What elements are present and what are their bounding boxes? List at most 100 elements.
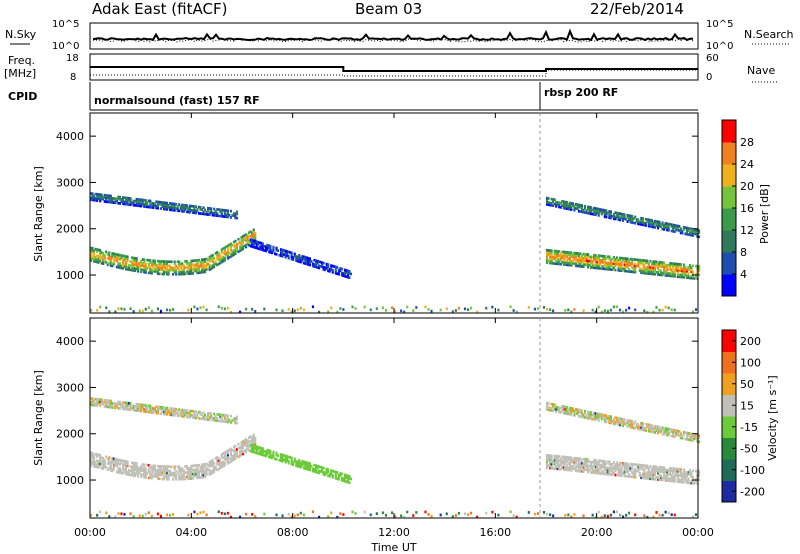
power-cell [609, 214, 612, 218]
velocity-cell [363, 510, 366, 514]
power-cell [132, 264, 135, 268]
velocity-cell [90, 464, 93, 467]
velocity-cell [611, 469, 614, 472]
velocity-cell [131, 469, 134, 473]
power-cell [187, 264, 190, 267]
power-cell [252, 236, 255, 240]
velocity-cell [670, 479, 673, 483]
velocity-heatmap [90, 397, 701, 519]
power-cell [606, 263, 609, 267]
velocity-cell [304, 463, 307, 466]
velocity-cell [131, 473, 134, 477]
velocity-cell [550, 409, 553, 412]
velocity-cell [599, 467, 602, 471]
velocity-cell [685, 435, 688, 439]
velocity-cell [582, 415, 585, 419]
velocity-cell [562, 459, 565, 463]
power-cell [579, 203, 582, 207]
power-cell [200, 208, 204, 211]
velocity-cell [187, 466, 190, 470]
velocity-cell [153, 475, 156, 478]
velocity-cell [568, 412, 571, 416]
velocity-cell [552, 460, 555, 464]
velocity-cell [112, 459, 115, 463]
velocity-cell [591, 469, 594, 472]
power-cell [159, 309, 163, 313]
velocity-cell [556, 408, 559, 411]
velocity-cell [308, 464, 311, 468]
power-cell [96, 308, 99, 312]
power-cell [178, 262, 181, 266]
velocity-cell [187, 471, 190, 474]
power-cell [573, 204, 576, 208]
velocity-cell [100, 402, 103, 406]
velocity-cell [185, 415, 188, 419]
velocity-cell [200, 417, 204, 421]
power-cell [670, 272, 673, 276]
velocity-cell [90, 461, 93, 465]
power-cell [565, 203, 568, 206]
power-cell [205, 268, 208, 271]
power-cell [412, 309, 415, 312]
velocity-cell [663, 468, 666, 472]
power-cell [590, 261, 593, 265]
velocity-cell [555, 456, 558, 460]
velocity-cell [591, 464, 594, 468]
velocity-cell [134, 468, 137, 471]
power-cell [643, 269, 646, 273]
power-cell [179, 264, 182, 268]
velocity-cell [546, 462, 549, 465]
velocity-cell [90, 459, 93, 463]
power-cell [685, 228, 688, 232]
velocity-cell [652, 477, 655, 481]
velocity-cell [561, 465, 564, 469]
velocity-cell [296, 460, 299, 464]
velocity-cell [546, 464, 549, 467]
velocity-cell [102, 465, 105, 468]
velocity-cell [330, 469, 333, 472]
power-cell [128, 266, 131, 269]
velocity-cell [555, 465, 558, 468]
power-cell [587, 255, 590, 259]
power-cell [568, 253, 571, 257]
power-cell [137, 204, 140, 208]
power-cell [169, 264, 172, 268]
power-cell [620, 265, 623, 268]
power-cell [162, 203, 166, 207]
power-cell [272, 245, 275, 249]
velocity-cell [643, 428, 646, 432]
velocity-cell [124, 472, 128, 476]
velocity-cell [137, 466, 140, 470]
velocity-cell [605, 462, 608, 465]
velocity-cell [226, 455, 229, 459]
power-cell [140, 260, 143, 263]
power-cell [137, 198, 140, 201]
velocity-cell [564, 459, 567, 463]
velocity-cell [240, 445, 243, 448]
power-cell [222, 251, 225, 255]
velocity-cell [106, 405, 109, 409]
velocity-cell [617, 469, 620, 473]
velocity-cell [679, 434, 682, 438]
velocity-cell [134, 404, 137, 408]
power-cell [93, 251, 96, 255]
power-cell [146, 201, 149, 205]
power-cell [199, 271, 202, 274]
velocity-cell [375, 512, 378, 516]
velocity-cell [238, 450, 242, 453]
velocity-cell [672, 475, 675, 479]
velocity-cell [580, 470, 584, 473]
power-cell [608, 212, 611, 215]
power-cell [679, 229, 682, 233]
velocity-cell [612, 461, 615, 464]
power-cell [675, 262, 678, 266]
power-cell [135, 204, 138, 207]
velocity-cell [615, 420, 619, 424]
power-cell [143, 260, 146, 264]
velocity-cell [232, 454, 235, 457]
velocity-cell [603, 414, 606, 417]
power-cell [325, 264, 328, 268]
velocity-cell [121, 459, 125, 463]
velocity-cell [226, 459, 229, 463]
power-cell [652, 266, 655, 270]
